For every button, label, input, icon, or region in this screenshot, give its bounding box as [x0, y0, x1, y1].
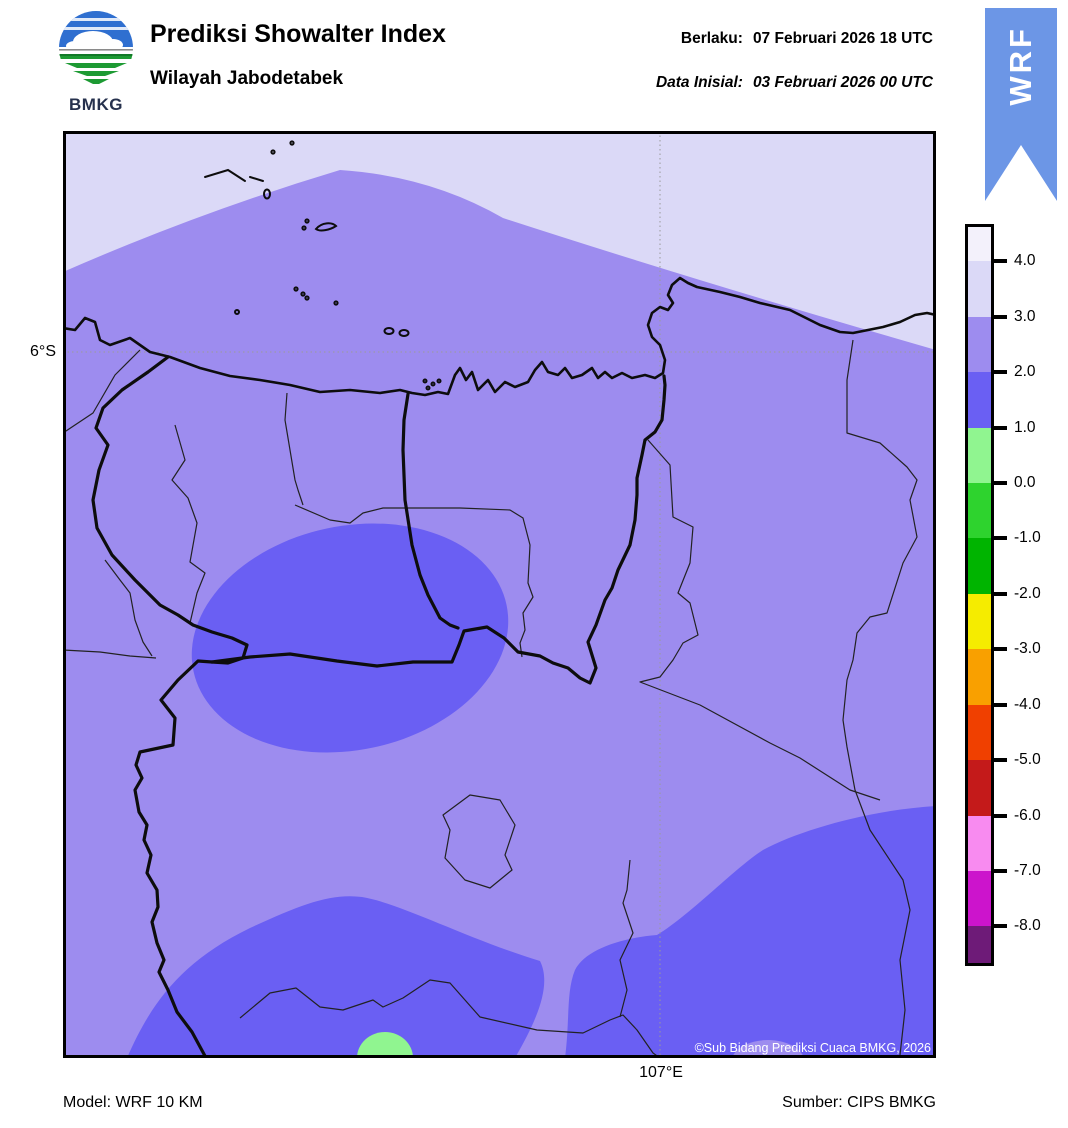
colorbar-segment — [968, 483, 991, 539]
map-border — [63, 131, 936, 1058]
initial-data-value: 03 Februari 2026 00 UTC — [752, 74, 933, 91]
colorbar-tick-mark — [994, 314, 1007, 319]
map-region-si-1-2-southwest — [127, 896, 545, 1058]
colorbar-segment — [968, 372, 991, 428]
colorbar-tick-label: -3.0 — [1014, 640, 1041, 658]
colorbar-segment — [968, 261, 991, 317]
colorbar-tick-label: 2.0 — [1014, 363, 1036, 381]
colorbar-tick-label: -2.0 — [1014, 584, 1041, 602]
colorbar-tick-mark — [994, 813, 1007, 818]
islands — [204, 140, 442, 391]
colorbar-segment — [968, 427, 991, 484]
map-region-si-3-4 — [63, 131, 936, 350]
colorbar-tick-mark — [994, 924, 1007, 929]
showalter-colorbar — [965, 224, 994, 966]
map-copyright: ©Sub Bidang Prediksi Cuaca BMKG, 2026 — [695, 1041, 931, 1055]
colorbar-tick-label: -4.0 — [1014, 695, 1041, 713]
initial-data-label: Data Inisial: — [655, 74, 743, 91]
map-canvas: ©Sub Bidang Prediksi Cuaca BMKG, 2026 — [63, 131, 936, 1058]
coastline — [63, 276, 936, 397]
colorbar-tick-mark — [994, 591, 1007, 596]
colorbar-tick-label: -1.0 — [1014, 529, 1041, 547]
map-region-si-1-2-southeast — [565, 806, 936, 1058]
district-boundaries — [63, 339, 918, 1058]
source-label: Sumber: CIPS BMKG — [782, 1094, 936, 1111]
province-boundaries — [91, 355, 667, 1058]
colorbar-segment — [968, 926, 991, 963]
map-region-si-2-3-bump — [731, 1040, 805, 1058]
page-title: Prediksi Showalter Index — [150, 20, 446, 48]
latitude-label: 6°S — [30, 343, 56, 360]
map-region-si-1-2-oval — [191, 523, 509, 753]
colorbar-tick-mark — [994, 259, 1007, 264]
bmkg-logo-icon — [59, 11, 133, 84]
colorbar-segment — [968, 649, 991, 705]
longitude-label: 107°E — [639, 1064, 683, 1081]
colorbar-tick-label: 4.0 — [1014, 252, 1036, 270]
colorbar-segment — [968, 316, 991, 373]
colorbar-segment — [968, 815, 991, 871]
model-label: Model: WRF 10 KM — [63, 1094, 203, 1111]
wrf-model-ribbon: WRF — [985, 8, 1057, 201]
graticule — [63, 131, 936, 1058]
colorbar-tick-mark — [994, 425, 1007, 430]
colorbar-segment — [968, 538, 991, 594]
colorbar-segment — [968, 871, 991, 927]
page-subtitle: Wilayah Jabodetabek — [150, 68, 344, 89]
colorbar-tick-mark — [994, 536, 1007, 541]
valid-time-value: 07 Februari 2026 18 UTC — [752, 30, 933, 47]
forecast-map: ©Sub Bidang Prediksi Cuaca BMKG, 2026 — [63, 131, 936, 1058]
colorbar-tick-mark — [994, 647, 1007, 652]
colorbar-tick-mark — [994, 869, 1007, 873]
colorbar-segment — [968, 227, 991, 262]
valid-time-line: Berlaku: 07 Februari 2026 18 UTC — [681, 30, 933, 48]
colorbar-segment — [968, 760, 991, 816]
bmkg-logo: BMKG — [52, 8, 140, 118]
bmkg-logo-text: BMKG — [69, 95, 123, 114]
colorbar-tick-label: -7.0 — [1014, 862, 1041, 879]
colorbar-tick-label: -8.0 — [1014, 917, 1041, 935]
colorbar-tick-label: 1.0 — [1014, 418, 1036, 436]
colorbar-segment — [968, 704, 991, 761]
colorbar-tick-mark — [994, 370, 1007, 375]
colorbar-segment — [968, 593, 991, 650]
colorbar-tick-mark — [994, 481, 1007, 486]
colorbar-tick-label: -5.0 — [1014, 751, 1041, 769]
colorbar-tick-label: -6.0 — [1014, 806, 1041, 824]
colorbar-tick-label: 3.0 — [1014, 307, 1036, 325]
initial-data-line: Data Inisial: 03 Februari 2026 00 UTC — [656, 74, 933, 92]
valid-time-label: Berlaku: — [680, 30, 743, 47]
colorbar-ticks: 4.0 3.0 2.0 1.0 0.0 -1.0 -2.0 -3.0 -4.0 -5.0 -6.0 -… — [994, 227, 1064, 963]
colorbar-tick-mark — [994, 702, 1007, 707]
wrf-ribbon-label: WRF — [1003, 26, 1038, 106]
colorbar-tick-label: 0.0 — [1014, 474, 1036, 492]
colorbar-tick-mark — [994, 758, 1007, 763]
map-region-si-0-1-spot — [357, 1032, 413, 1058]
